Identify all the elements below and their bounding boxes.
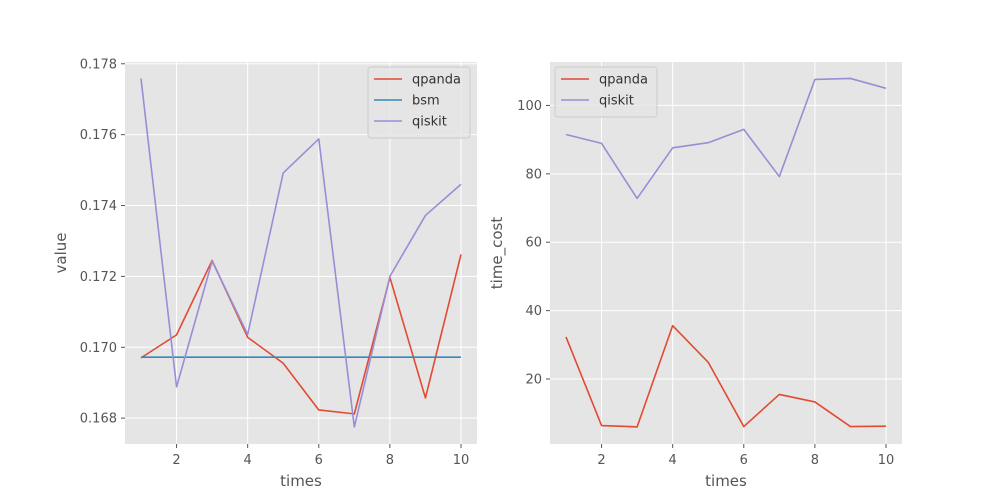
x-tick-label: 2 (172, 453, 180, 468)
y-tick-label: 0.176 (80, 128, 117, 143)
legend-label-qpanda: qpanda (412, 73, 461, 88)
series-line-qiskit (140, 78, 462, 428)
y-tick-label: 20 (525, 373, 542, 388)
legend: qpanda qiskit (554, 66, 658, 118)
x-tick-label: 8 (811, 453, 819, 468)
legend-label-qiskit: qiskit (599, 94, 634, 109)
y-tick-label: 60 (525, 236, 542, 251)
y-axis-label: value (52, 233, 70, 274)
y-tick-label: 0.168 (80, 412, 117, 427)
legend-label-qiskit: qiskit (412, 115, 447, 130)
y-tick-label: 80 (525, 167, 542, 182)
legend: qpanda bsm qiskit (367, 66, 471, 139)
x-tick-label: 6 (740, 453, 748, 468)
y-axis-label: time_cost (488, 217, 507, 290)
series-line-qpanda (565, 324, 887, 428)
series-line-qpanda (140, 254, 462, 415)
x-axis-label: times (705, 472, 747, 490)
legend-label-bsm: bsm (412, 94, 440, 109)
x-tick-label: 10 (453, 453, 470, 468)
legend-label-qpanda: qpanda (599, 73, 648, 88)
y-tick-label: 0.178 (80, 57, 117, 72)
x-tick-label: 4 (669, 453, 677, 468)
chart-left: 2 4 6 8 10 0.168 0.170 0.172 0.174 0.176 0.178 time… (52, 57, 477, 490)
x-tick-label: 8 (386, 453, 394, 468)
x-tick-label: 10 (878, 453, 895, 468)
x-axis-label: times (280, 472, 322, 490)
plot-area (550, 62, 902, 444)
y-tick-label: 0.172 (80, 270, 117, 285)
chart-right: 2 4 6 8 10 20 40 60 80 100 times time_cost qpanda qis… (488, 62, 902, 490)
series-line-qiskit (565, 77, 887, 200)
y-tick-label: 100 (517, 99, 542, 114)
y-tick-label: 0.174 (80, 199, 117, 214)
x-tick-label: 4 (244, 453, 252, 468)
y-tick-label: 40 (525, 304, 542, 319)
x-tick-label: 6 (315, 453, 323, 468)
x-tick-label: 2 (597, 453, 605, 468)
y-tick-label: 0.170 (80, 341, 117, 356)
